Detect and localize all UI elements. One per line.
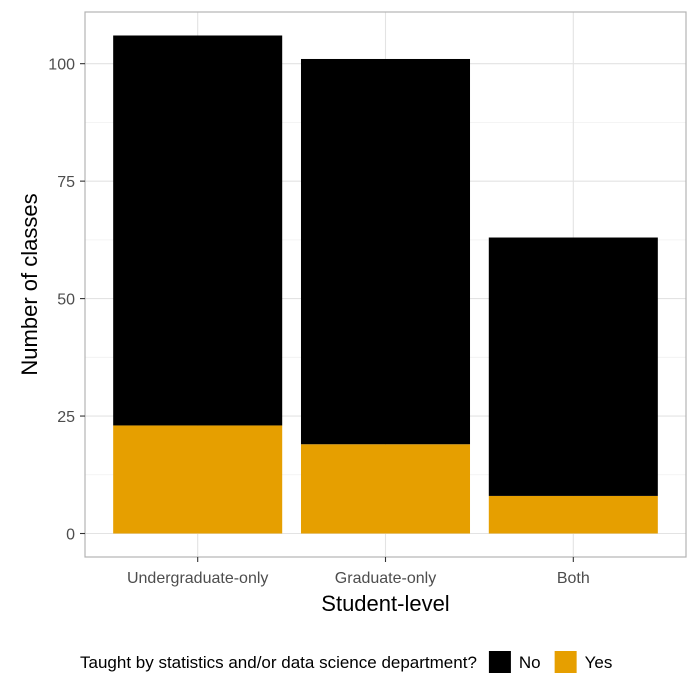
y-tick-label: 75 — [57, 174, 75, 191]
bar-no-2 — [300, 58, 471, 445]
y-tick-label: 25 — [57, 409, 75, 426]
bar-yes-3 — [488, 495, 658, 534]
legend-label-yes: Yes — [585, 653, 613, 672]
x-tick-label: Undergraduate-only — [127, 570, 268, 587]
bars — [113, 35, 658, 534]
legend-label-no: No — [519, 653, 541, 672]
legend: Taught by statistics and/or data science… — [80, 651, 612, 673]
y-tick-label: 50 — [57, 292, 75, 309]
bar-yes-2 — [300, 444, 471, 534]
bar-no-3 — [488, 237, 658, 496]
legend-key-yes — [554, 651, 577, 673]
y-axis: 0 25 50 75 100 — [48, 57, 85, 544]
x-axis-title: Student-level — [321, 591, 449, 616]
legend-title: Taught by statistics and/or data science… — [80, 653, 477, 672]
y-tick-label: 100 — [48, 57, 75, 74]
bar-yes-1 — [113, 425, 283, 534]
bar-no-1 — [113, 35, 283, 426]
legend-key-no — [488, 651, 511, 673]
x-tick-label: Both — [557, 570, 590, 587]
y-axis-title: Number of classes — [17, 193, 42, 375]
x-axis: Undergraduate-only Graduate-only Both — [127, 557, 590, 587]
x-tick-label: Graduate-only — [335, 570, 436, 587]
y-tick-label: 0 — [66, 527, 75, 544]
